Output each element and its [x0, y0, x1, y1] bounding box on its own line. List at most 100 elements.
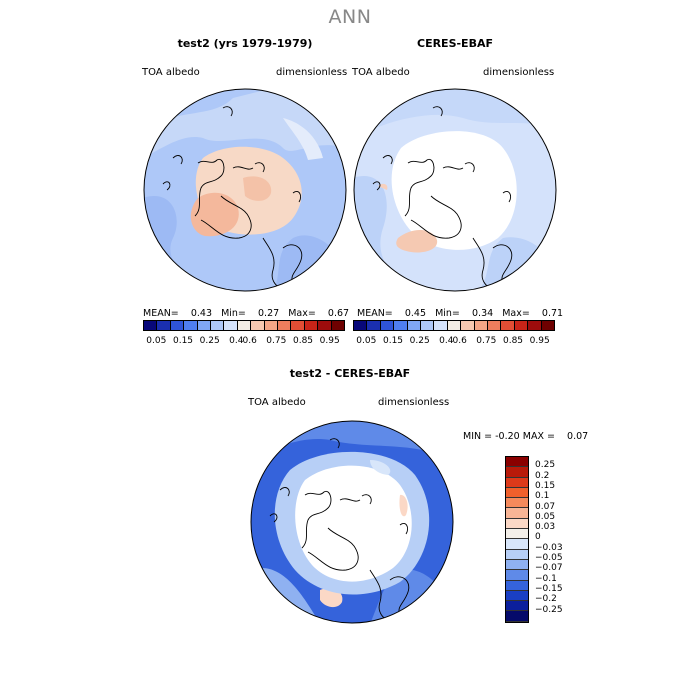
diff-colorbar-swatch: [506, 611, 528, 622]
panel-2-polar-map: [353, 88, 557, 292]
panel-2-colorbar-swatch: [488, 321, 502, 330]
diff-colorbar-swatch: [506, 487, 528, 499]
panel-1-colorbar-swatch: [304, 321, 319, 330]
panel-2-colorbar-tick-label: 0.25: [409, 336, 430, 346]
panel-1-units: dimensionless: [276, 67, 348, 78]
panel-2-colorbar-swatch: [501, 321, 515, 330]
panel-2-colorbar-tick-label: 0.85: [502, 336, 524, 346]
panel-1-colorbar-tick-label: 0.25: [199, 336, 220, 346]
diff-panel-polar-map: [250, 420, 454, 624]
diff-colorbar-tick-label: 0.05: [535, 511, 556, 522]
panel-2-colorbar-swatch: [421, 321, 435, 330]
panel-1-colorbar-swatch: [224, 321, 238, 330]
panel-2-colorbar-tick-label: 0.05: [356, 336, 377, 346]
diff-max-label: MAX =: [522, 431, 555, 442]
panel-1-colorbar-swatch: [197, 321, 212, 330]
panel-1-variable: TOA albedo: [142, 67, 200, 78]
panel-2-max: 0.71: [541, 308, 564, 319]
panel-2-colorbar-swatch: [354, 321, 368, 330]
panel-1-title: test2 (yrs 1979-1979): [177, 37, 313, 50]
panel-1-colorbar-swatch: [331, 321, 345, 330]
diff-colorbar-swatch: [506, 518, 528, 530]
diff-colorbar-swatch: [506, 529, 528, 540]
panel-1-colorbar: [143, 320, 345, 331]
panel-2-max-label: Max=: [502, 308, 530, 319]
diff-max: 0.07: [567, 431, 589, 442]
panel-2-colorbar-swatch: [407, 321, 422, 330]
diff-colorbar-swatch: [506, 508, 528, 519]
panel-2-mean-label: MEAN=: [357, 308, 393, 319]
panel-2-min-label: Min=: [435, 308, 460, 319]
diff-colorbar-tick-label: 0.1: [535, 491, 550, 502]
panel-1-min: 0.27: [258, 308, 280, 319]
diff-colorbar-swatch: [506, 559, 528, 571]
panel-1-colorbar-tick-label: 0.85: [292, 336, 314, 346]
panel-2-colorbar-swatch: [394, 321, 408, 330]
panel-2-min: 0.34: [472, 308, 494, 319]
panel-2-variable: TOA albedo: [352, 67, 410, 78]
panel-1-colorbar-swatch: [170, 321, 185, 330]
diff-panel-units: dimensionless: [378, 397, 450, 408]
diff-colorbar-swatch: [506, 549, 528, 560]
diff-panel-title: test2 - CERES-EBAF: [289, 367, 411, 380]
panel-1-colorbar-swatch: [184, 321, 198, 330]
panel-2-units: dimensionless: [483, 67, 555, 78]
diff-colorbar: [505, 456, 529, 623]
panel-1-colorbar-tick-label: 0.95: [319, 336, 340, 346]
diff-colorbar-tick-label: −0.15: [535, 583, 563, 594]
panel-2-colorbar-tick-label: 0.95: [529, 336, 550, 346]
diff-colorbar-swatch: [506, 467, 528, 478]
diff-colorbar-swatch: [506, 539, 528, 550]
panel-2-colorbar-swatch: [434, 321, 448, 330]
panel-2-title: CERES-EBAF: [417, 37, 493, 50]
diff-colorbar-swatch: [506, 477, 528, 488]
diff-colorbar-tick-label: 0: [535, 532, 541, 543]
panel-1-colorbar-tick-label: 0.4: [229, 336, 244, 346]
panel-1-colorbar-swatch: [318, 321, 332, 330]
panel-1-colorbar-swatch: [211, 321, 225, 330]
diff-colorbar-tick-label: 0.15: [535, 480, 556, 491]
panel-2-colorbar-swatch: [447, 321, 462, 330]
panel-1-colorbar-swatch: [237, 321, 252, 330]
diff-colorbar-tick-label: 0.03: [535, 522, 556, 533]
panel-1-colorbar-swatch: [157, 321, 171, 330]
diff-colorbar-tick-label: −0.1: [535, 573, 557, 584]
panel-1-max-label: Max=: [288, 308, 316, 319]
panel-1-min-label: Min=: [221, 308, 246, 319]
panel-1-max: 0.67: [327, 308, 350, 319]
diff-colorbar-swatch: [506, 580, 528, 591]
panel-2-colorbar-tick-label: 0.6: [452, 336, 467, 346]
panel-2-colorbar-swatch: [380, 321, 395, 330]
diff-colorbar-swatch: [506, 601, 528, 612]
panel-2-colorbar-swatch: [461, 321, 475, 330]
diff-colorbar-tick-label: −0.03: [535, 542, 563, 553]
panel-2-colorbar-swatch: [474, 321, 489, 330]
page-title: ANN: [328, 6, 372, 28]
diff-colorbar-tick-label: 0.2: [535, 470, 550, 481]
panel-1-stats: MEAN= 0.43 Min= 0.27 Max= 0.67: [143, 308, 349, 319]
diff-colorbar-swatch: [506, 570, 528, 581]
panel-1-colorbar-labels: 0.05 0.15 0.25 0.4 0.6 0.75 0.85 0.95: [143, 336, 343, 348]
diff-colorbar-tick-label: −0.07: [535, 563, 563, 574]
panel-2-colorbar-tick-label: 0.75: [476, 336, 497, 346]
diff-colorbar-labels: 0.25 0.2 0.15 0.1 0.07 0.05 0.03 0 −0.03 −0.05 −0.…: [505, 456, 585, 626]
panel-2-colorbar-tick-label: 0.4: [439, 336, 454, 346]
panel-1-polar-map: [143, 88, 347, 292]
diff-panel-stats: MIN = -0.20 MAX = 0.07: [463, 431, 588, 442]
diff-colorbar-swatch: [506, 590, 528, 602]
diff-colorbar-tick-label: −0.25: [535, 604, 563, 615]
panel-2-colorbar-swatch: [528, 321, 542, 330]
panel-1-colorbar-swatch: [144, 321, 158, 330]
panel-2-colorbar-swatch: [367, 321, 381, 330]
panel-1-colorbar-swatch: [251, 321, 265, 330]
diff-colorbar-swatch: [506, 498, 528, 509]
diff-colorbar-tick-label: −0.05: [535, 553, 563, 563]
panel-2-colorbar-labels: 0.05 0.15 0.25 0.4 0.6 0.75 0.85 0.95: [353, 336, 553, 348]
diff-panel-variable: TOA albedo: [248, 397, 306, 408]
panel-1-mean-label: MEAN=: [143, 308, 179, 319]
panel-2-colorbar: [353, 320, 555, 331]
panel-1-colorbar-tick-label: 0.75: [266, 336, 287, 346]
panel-1-colorbar-tick-label: 0.6: [242, 336, 257, 346]
diff-colorbar-tick-label: 0.07: [535, 501, 556, 512]
panel-2-stats: MEAN= 0.45 Min= 0.34 Max= 0.71: [357, 308, 563, 319]
